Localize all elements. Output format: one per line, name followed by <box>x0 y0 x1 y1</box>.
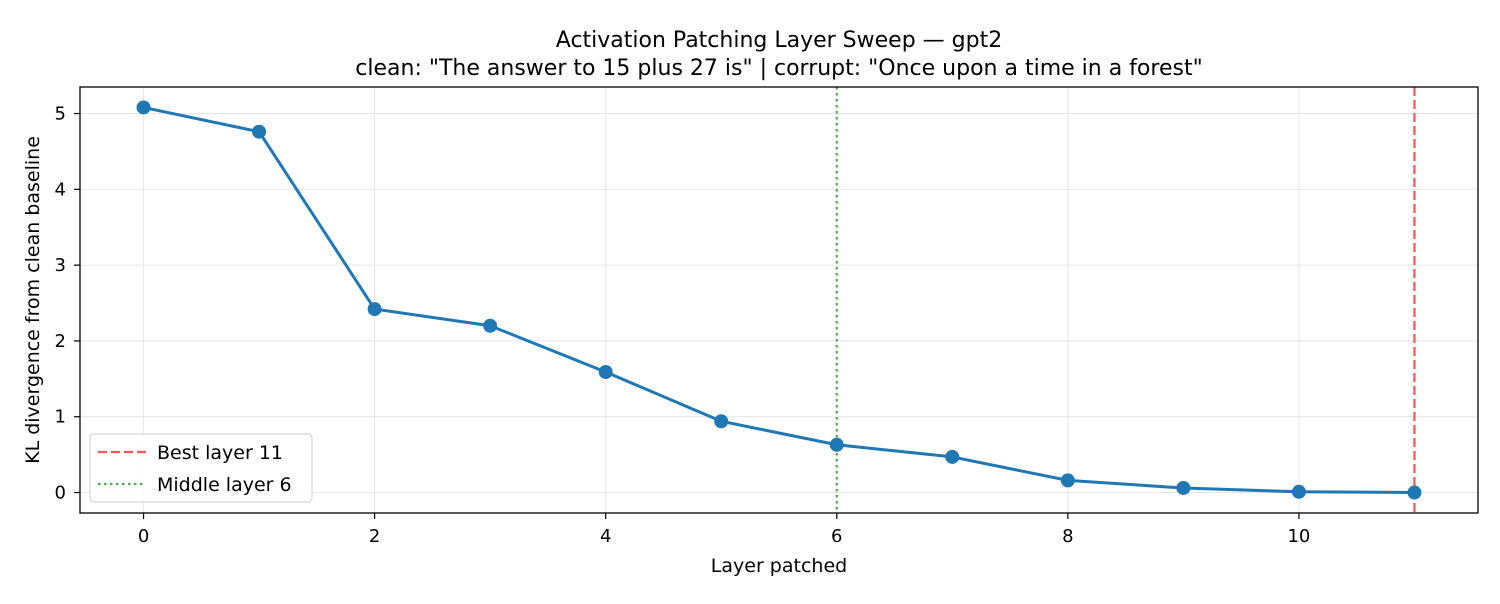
plot-frame <box>79 86 1479 514</box>
y-tick-label: 1 <box>55 407 66 428</box>
x-tick-label: 10 <box>1287 526 1310 547</box>
data-point <box>1060 473 1075 488</box>
y-axis-label: KL divergence from clean baseline <box>22 136 44 464</box>
y-tick-label: 0 <box>55 483 66 504</box>
y-tick-label: 5 <box>55 104 66 125</box>
x-axis-label: Layer patched <box>711 555 847 577</box>
data-point <box>829 437 844 452</box>
data-point <box>252 124 267 139</box>
x-tick-label: 6 <box>831 526 842 547</box>
data-point <box>367 302 382 317</box>
data-point <box>714 414 729 429</box>
data-point <box>598 365 613 380</box>
y-axis: 0 1 2 3 4 5 <box>55 104 80 504</box>
x-tick-label: 0 <box>138 526 149 547</box>
legend-label-best-layer: Best layer 11 <box>157 442 283 464</box>
data-point <box>1407 485 1422 500</box>
chart-title: Activation Patching Layer Sweep — gpt2 <box>556 28 1002 53</box>
data-point <box>1291 484 1306 499</box>
chart-subtitle: clean: "The answer to 15 plus 27 is" | c… <box>355 56 1202 81</box>
x-tick-label: 8 <box>1062 526 1073 547</box>
grid <box>80 87 1478 513</box>
y-tick-label: 2 <box>55 331 66 352</box>
data-point <box>483 318 498 333</box>
y-tick-label: 4 <box>55 179 66 200</box>
data-point <box>1176 480 1191 495</box>
x-tick-label: 4 <box>600 526 611 547</box>
x-axis: 0 2 4 6 8 10 <box>138 513 1310 547</box>
series-line <box>143 105 1415 495</box>
x-tick-label: 2 <box>369 526 380 547</box>
data-point <box>945 449 960 464</box>
series-group <box>136 100 1422 500</box>
y-tick-label: 3 <box>55 255 66 276</box>
data-point <box>136 100 151 115</box>
legend-label-middle-layer: Middle layer 6 <box>157 474 292 496</box>
reference-lines <box>835 87 1416 513</box>
legend: Best layer 11 Middle layer 6 <box>89 433 313 503</box>
